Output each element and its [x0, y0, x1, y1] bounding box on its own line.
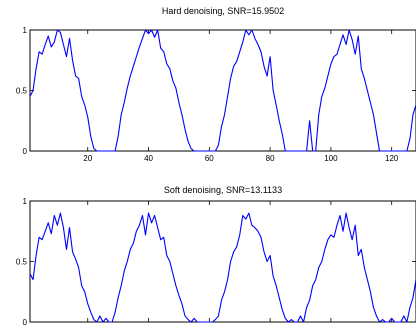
hard-y-tick-label: 0: [23, 147, 28, 156]
hard-denoising-panel: Hard denoising, SNR=15.9502 20 40 60 80 100 1…: [16, 6, 416, 163]
hard-x-tick-label: 120: [385, 154, 399, 163]
hard-denoising-title: Hard denoising, SNR=15.9502: [162, 6, 284, 16]
hard-y-tick-label: 1: [23, 26, 28, 35]
soft-denoising-ticks: 00.51: [16, 197, 416, 325]
hard-x-tick-label: 60: [205, 154, 214, 163]
soft-y-tick-label: 0: [23, 318, 28, 325]
soft-denoising-axes: [29, 200, 416, 323]
hard-x-tick-label: 40: [144, 154, 153, 163]
hard-x-tick-label: 100: [324, 154, 338, 163]
soft-denoising-title: Soft denoising, SNR=13.1133: [164, 185, 282, 195]
hard-denoising-line: [29, 29, 416, 152]
hard-denoising-axes: [29, 29, 416, 152]
hard-y-tick-label: 0.5: [16, 87, 28, 96]
soft-denoising-line: [29, 212, 416, 323]
soft-y-tick-label: 1: [23, 197, 28, 206]
hard-x-tick-label: 80: [266, 154, 275, 163]
hard-x-tick-label: 20: [83, 154, 92, 163]
hard-denoising-ticks: 20 40 60 80 100 120 0 0.5 1: [16, 26, 416, 163]
soft-denoising-panel: Soft denoising, SNR=13.1133 00.51: [16, 185, 416, 325]
soft-y-tick-label: 0.5: [16, 258, 28, 267]
